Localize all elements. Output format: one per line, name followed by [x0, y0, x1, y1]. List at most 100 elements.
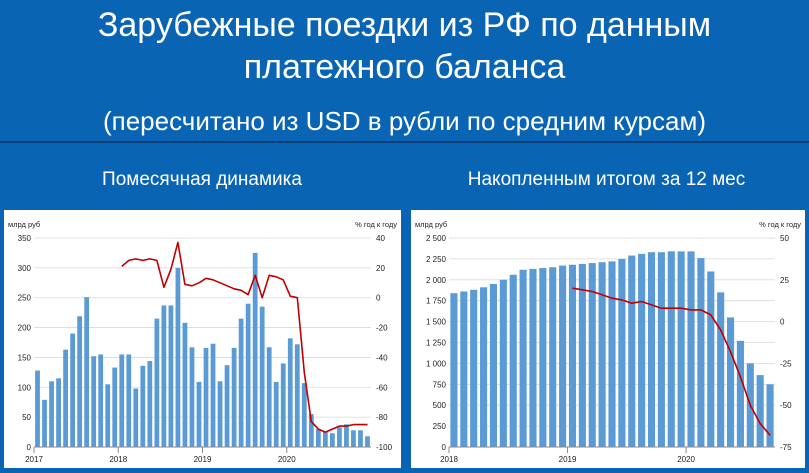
bar [56, 378, 61, 447]
bar [322, 432, 328, 447]
right-panel-heading: Накопленным итогом за 12 мес [467, 169, 746, 190]
y-tick-label: 150 [18, 353, 32, 362]
bar [568, 264, 577, 447]
bar [119, 354, 125, 447]
bar [231, 347, 237, 447]
y2-tick-label: 0 [780, 318, 785, 327]
title-line-1: Зарубежные поездки из РФ по данным [97, 6, 712, 44]
y-tick-label: 200 [18, 324, 32, 333]
y-tick-label: 300 [18, 264, 32, 273]
y-axis-label: млрд руб [8, 220, 40, 229]
bar [70, 333, 76, 447]
bar [667, 251, 675, 447]
bar [450, 293, 458, 447]
y-tick-label: 350 [18, 234, 32, 243]
bar [588, 263, 596, 447]
cumulative-chart-panel: 0 250 500 750 1 000 1 250 1 500 1 750 2 000 2 250… [411, 210, 805, 468]
yoy-line [572, 287, 771, 436]
bar [351, 430, 356, 447]
bar [549, 267, 557, 447]
bar [210, 343, 216, 447]
bar [301, 383, 307, 447]
bar [287, 338, 293, 447]
bar [499, 279, 507, 447]
monthly-chart-panel: 0 50 100 150 200 250 300 350 -100 -80 -60 -40 -20 0 20… [4, 210, 401, 468]
bar [35, 370, 40, 447]
y-tick-label: 1 750 [426, 297, 447, 306]
y2-tick-label: 40 [376, 234, 385, 243]
bar [687, 251, 695, 447]
bar [344, 424, 349, 447]
bar [238, 318, 244, 447]
y-tick-label: 2 000 [426, 276, 447, 285]
x-tick-label: 2020 [677, 455, 695, 464]
bar [154, 318, 160, 447]
y-tick-label: 50 [22, 413, 31, 422]
bar [252, 252, 258, 447]
bar [168, 305, 174, 447]
bar [224, 365, 230, 447]
bar [196, 381, 202, 447]
bar [647, 252, 656, 447]
left-panel-heading: Помесячная динамика [102, 169, 302, 190]
bar [618, 258, 626, 447]
y-tick-label: 0 [27, 443, 32, 452]
y-tick-label: 0 [442, 443, 447, 452]
bar [677, 251, 685, 447]
page-title: Зарубежные поездки из РФ по данным плате… [0, 4, 809, 88]
bar [49, 381, 54, 447]
y2-tick-label: -50 [780, 401, 792, 410]
bar [480, 287, 488, 447]
x-tick-label: 2018 [440, 455, 458, 464]
y2-tick-label: 50 [780, 234, 789, 243]
bar [203, 347, 209, 447]
y2-tick-label: 0 [376, 294, 381, 303]
bar [273, 381, 279, 447]
bar [245, 303, 251, 447]
bar [365, 436, 370, 447]
bar [529, 268, 537, 447]
bar [657, 252, 665, 447]
bar [578, 263, 586, 447]
y2-tick-label: -60 [376, 383, 388, 392]
bar [470, 289, 478, 447]
y-tick-label: 250 [18, 294, 32, 303]
x-tick-label: 2019 [559, 455, 577, 464]
y2-tick-label: 25 [780, 276, 789, 285]
bar [280, 363, 286, 447]
bar [628, 255, 636, 447]
page-subtitle: (пересчитано из USD в рубли по средним к… [102, 106, 707, 136]
y2-axis-label: % год к году [759, 220, 801, 229]
y2-tick-label: 20 [376, 264, 385, 273]
bar [189, 347, 195, 447]
y2-tick-label: -100 [376, 443, 393, 452]
y-axis-label: млрд руб [415, 220, 447, 229]
y2-axis-label: % год к году [355, 220, 397, 229]
y-tick-label: 100 [18, 383, 32, 392]
bar [147, 361, 153, 447]
y-tick-label: 1 000 [426, 359, 447, 368]
bar [329, 433, 335, 447]
bar [105, 384, 111, 447]
bar [98, 354, 104, 447]
y2-tick-label: -40 [376, 353, 388, 362]
bar [294, 344, 300, 447]
bar [358, 430, 363, 447]
monthly-chart: 0 50 100 150 200 250 300 350 -100 -80 -60 -40 -20 0 20… [8, 220, 397, 464]
bar [84, 297, 90, 447]
bar [608, 261, 616, 447]
bar [519, 269, 527, 447]
bar [460, 291, 468, 447]
bar [559, 265, 567, 447]
y-tick-label: 1 500 [426, 318, 447, 327]
y-tick-label: 750 [433, 380, 447, 389]
bar [337, 427, 342, 447]
bar [42, 399, 47, 447]
bar [638, 253, 646, 447]
bar [266, 347, 272, 447]
y-tick-label: 2 250 [426, 255, 447, 264]
y2-tick-label: -80 [376, 413, 388, 422]
x-tick-label: 2020 [278, 455, 296, 464]
title-line-2: платежного баланса [243, 48, 566, 86]
